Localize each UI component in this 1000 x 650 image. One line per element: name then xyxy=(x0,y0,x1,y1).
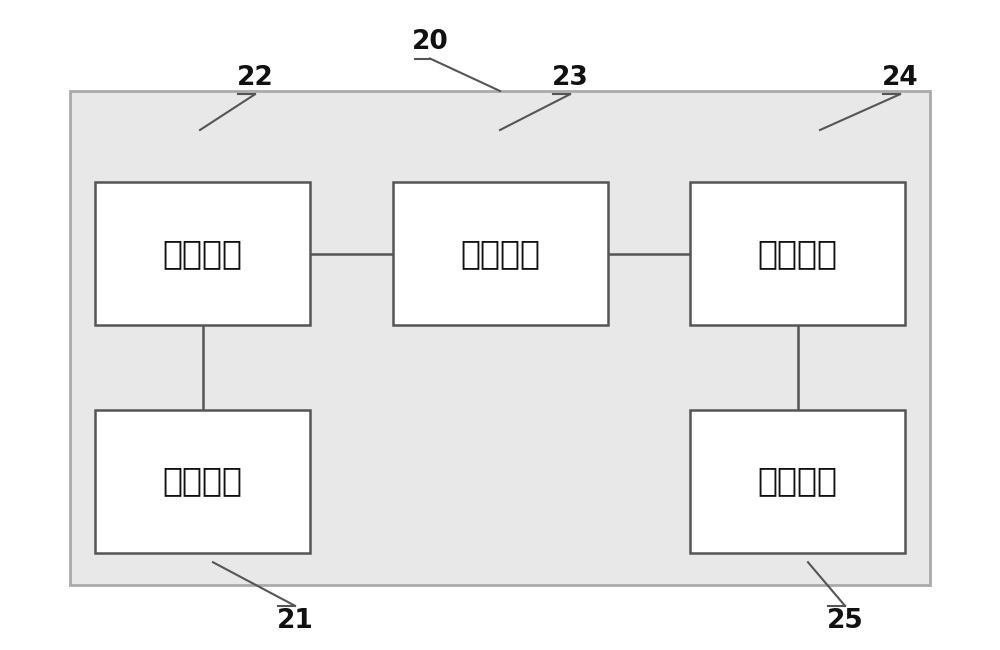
Text: 20: 20 xyxy=(412,29,448,55)
Bar xyxy=(690,182,905,325)
Text: 构建单元: 构建单元 xyxy=(461,237,540,270)
Bar xyxy=(690,410,905,552)
Bar xyxy=(95,410,310,552)
Bar xyxy=(70,91,930,585)
Text: 24: 24 xyxy=(882,65,918,91)
Text: 检测单元: 检测单元 xyxy=(758,465,838,497)
Text: 25: 25 xyxy=(827,608,863,634)
Bar xyxy=(95,182,310,325)
Text: 23: 23 xyxy=(552,65,588,91)
Text: 转化单元: 转化单元 xyxy=(162,237,242,270)
Text: 获取单元: 获取单元 xyxy=(162,465,242,497)
Text: 22: 22 xyxy=(237,65,273,91)
Text: 21: 21 xyxy=(277,608,313,634)
Bar xyxy=(393,182,608,325)
Text: 分析单元: 分析单元 xyxy=(758,237,838,270)
